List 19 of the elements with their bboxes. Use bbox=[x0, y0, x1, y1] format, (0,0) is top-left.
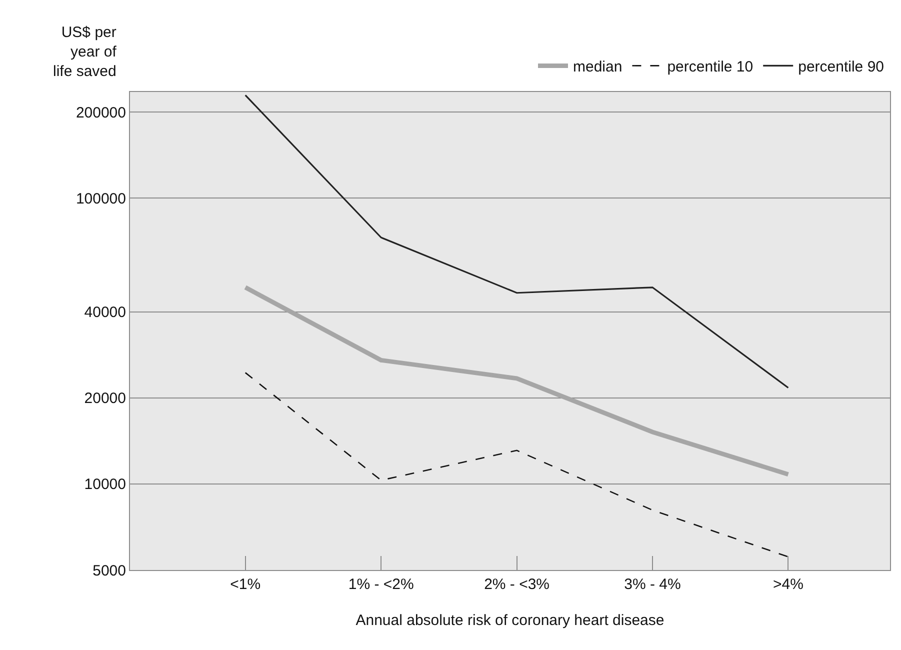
legend-label: median bbox=[573, 58, 622, 76]
x-tick-label: >4% bbox=[772, 576, 804, 593]
x-tick-label: 3% - 4% bbox=[624, 576, 681, 593]
line-series bbox=[243, 285, 790, 477]
x-tick-label: 2% - <3% bbox=[484, 576, 550, 593]
line-series bbox=[244, 372, 789, 558]
line-series bbox=[244, 94, 790, 389]
y-axis-title: US$ per year of life saved bbox=[53, 24, 118, 80]
y-tick-label: 20000 bbox=[84, 390, 126, 408]
x-axis-title: Annual absolute risk of coronary heart disease bbox=[356, 612, 664, 629]
y-tick-label: 40000 bbox=[84, 304, 126, 322]
legend-label: percentile 90 bbox=[798, 58, 884, 76]
legend-label: percentile 10 bbox=[667, 58, 754, 76]
y-tick-label: 5000 bbox=[92, 562, 126, 580]
y-tick-label: 200000 bbox=[76, 104, 126, 122]
x-tick-label: 1% - <2% bbox=[348, 576, 414, 593]
y-tick-label: 10000 bbox=[84, 476, 126, 494]
y-tick-label: 100000 bbox=[76, 190, 126, 208]
x-tick-label: <1% bbox=[230, 576, 261, 593]
